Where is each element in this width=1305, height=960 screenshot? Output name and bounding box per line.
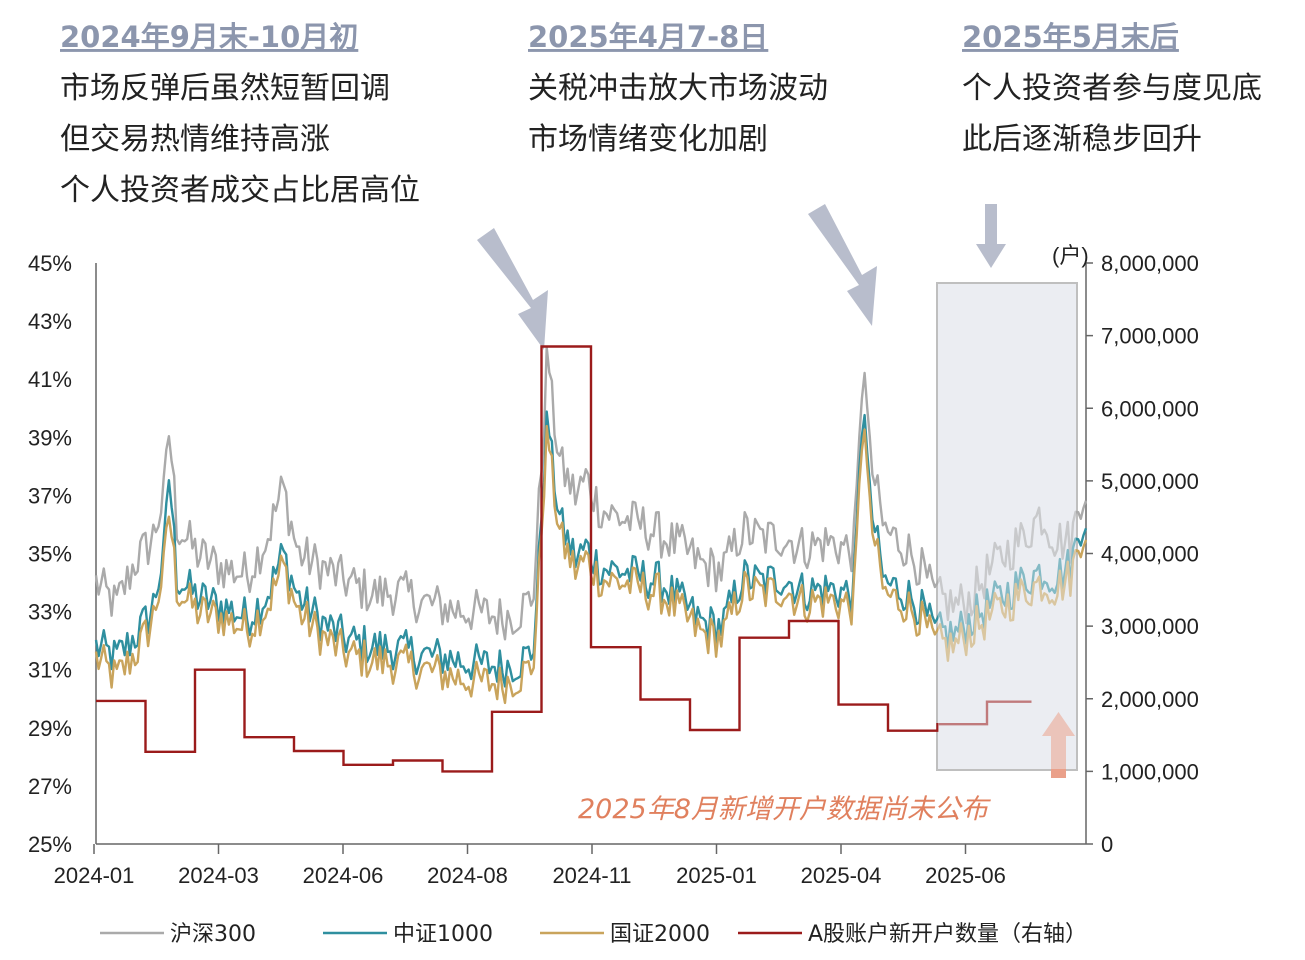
x-tick-label: 2024-06 (303, 863, 384, 888)
annotation-2: 2025年4月7-8日 关税冲击放大市场波动 市场情绪变化加剧 (528, 20, 828, 157)
right-tick-label: 8,000,000 (1101, 251, 1199, 276)
left-tick-label: 33% (28, 600, 72, 625)
x-tick-label: 2024-01 (54, 863, 135, 888)
x-tick-label: 2025-04 (801, 863, 882, 888)
annotation-2-line-1: 关税冲击放大市场波动 (528, 71, 828, 106)
arrow-annotation-2 (808, 204, 877, 326)
left-tick-label: 27% (28, 774, 72, 799)
highlight-fade (938, 284, 1076, 769)
left-tick-label: 37% (28, 483, 72, 508)
right-tick-label: 3,000,000 (1101, 614, 1199, 639)
annotation-3: 2025年5月末后 个人投资者参与度见底 此后逐渐稳步回升 (962, 20, 1262, 157)
right-tick-label: 6,000,000 (1101, 396, 1199, 421)
right-tick-label: 4,000,000 (1101, 542, 1199, 567)
annotation-2-line-2: 市场情绪变化加剧 (528, 122, 768, 157)
x-tick-label: 2025-01 (676, 863, 757, 888)
left-tick-label: 29% (28, 716, 72, 741)
note-text: 2025年8月新增开户数据尚未公布 (578, 794, 992, 825)
highlight-region (936, 282, 1078, 771)
left-tick-label: 41% (28, 367, 72, 392)
annotation-1-line-1: 市场反弹后虽然短暂回调 (60, 71, 390, 106)
left-tick-label: 35% (28, 542, 72, 567)
series-line-accounts (96, 345, 1032, 773)
right-axis-unit: (户) (1052, 243, 1089, 268)
legend: 沪深300 中证1000 国证2000 A股账户新开户数量（右轴） (100, 922, 1087, 947)
x-tick-label: 2024-03 (178, 863, 259, 888)
annotation-3-line-2: 此后逐渐稳步回升 (962, 122, 1202, 157)
annotation-3-line-1: 个人投资者参与度见底 (962, 71, 1262, 106)
right-tick-label: 7,000,000 (1101, 324, 1199, 349)
annotation-1: 2024年9月末-10月初 市场反弹后虽然短暂回调 但交易热情维持高涨 个人投资… (60, 20, 420, 208)
annotation-2-heading: 2025年4月7-8日 (528, 20, 768, 54)
annotation-1-heading: 2024年9月末-10月初 (60, 20, 358, 54)
right-tick-label: 5,000,000 (1101, 469, 1199, 494)
x-tick-label: 2024-11 (552, 863, 631, 888)
x-tick-label: 2024-08 (427, 863, 508, 888)
annotation-1-line-3: 个人投资者成交占比居高位 (60, 173, 420, 208)
arrow-note-up (1042, 712, 1075, 778)
legend-label-gz2000: 国证2000 (610, 922, 710, 947)
arrow-annotation-1 (477, 228, 548, 350)
right-tick-label: 2,000,000 (1101, 687, 1199, 712)
annotation-1-line-2: 但交易热情维持高涨 (60, 122, 330, 157)
x-tick-label: 2025-06 (925, 863, 1006, 888)
right-tick-label: 0 (1101, 832, 1113, 857)
legend-label-zz1000: 中证1000 (393, 922, 493, 947)
left-tick-label: 31% (28, 658, 72, 683)
arrow-annotation-3 (976, 204, 1006, 268)
left-tick-label: 25% (28, 832, 72, 857)
legend-label-hs300: 沪深300 (170, 922, 256, 947)
left-tick-label: 45% (28, 251, 72, 276)
annotation-3-heading: 2025年5月末后 (962, 20, 1179, 54)
left-tick-label: 39% (28, 425, 72, 450)
right-tick-label: 1,000,000 (1101, 759, 1199, 784)
legend-label-accounts: A股账户新开户数量（右轴） (808, 922, 1087, 947)
left-tick-label: 43% (28, 309, 72, 334)
